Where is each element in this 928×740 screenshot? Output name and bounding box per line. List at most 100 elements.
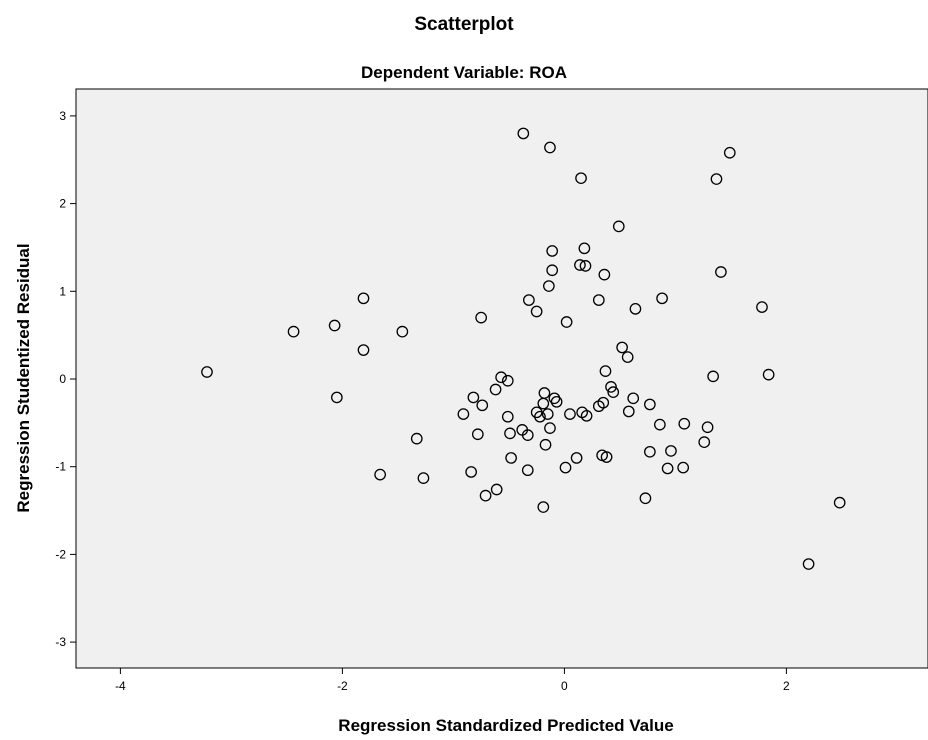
y-axis: -3 -2 -1 0 1 2 3 (55, 109, 76, 649)
data-point (698, 436, 711, 448)
data-point (544, 141, 556, 154)
chart-subtitle: Dependent Variable: ROA (361, 63, 567, 82)
data-point (644, 445, 656, 458)
data-point (328, 319, 341, 332)
data-point (546, 245, 559, 257)
data-point (677, 461, 690, 474)
chart-title: Scatterplot (414, 14, 514, 35)
y-tick-label: -2 (55, 547, 66, 561)
data-point (621, 351, 634, 363)
data-point (578, 242, 591, 255)
data-point (523, 294, 535, 306)
data-point (537, 397, 550, 410)
data-point (517, 127, 530, 140)
y-tick-label: 0 (59, 372, 66, 386)
data-point (544, 422, 556, 434)
data-point (600, 451, 613, 463)
data-point (201, 366, 213, 378)
data-point (537, 501, 550, 513)
x-axis-label: Regression Standardized Predicted Value (338, 716, 673, 735)
data-point (504, 427, 516, 440)
data-point (489, 383, 502, 396)
data-point (410, 432, 423, 445)
data-point (598, 268, 611, 281)
data-point (530, 305, 543, 318)
x-tick-label: -4 (115, 679, 126, 693)
data-point (457, 408, 470, 420)
x-tick-label: -2 (337, 679, 348, 693)
y-tick-label: 1 (59, 284, 66, 298)
data-point (707, 370, 719, 383)
data-point (559, 461, 572, 474)
data-point (605, 381, 617, 393)
data-point (560, 316, 573, 328)
data-point (417, 472, 430, 484)
data-point (287, 325, 300, 338)
data-points (201, 127, 846, 570)
data-point (678, 417, 691, 430)
x-tick-label: 0 (561, 679, 568, 693)
x-tick-label: 2 (783, 679, 790, 693)
y-tick-label: -1 (55, 460, 66, 474)
data-point (564, 408, 576, 420)
data-point (701, 421, 714, 434)
data-point (710, 173, 723, 185)
data-point (627, 392, 640, 405)
data-point (467, 391, 480, 404)
data-point (570, 452, 583, 464)
data-point (592, 294, 605, 306)
x-axis: -4 -2 0 2 (115, 668, 790, 693)
data-point (501, 374, 514, 387)
data-point (550, 395, 563, 408)
data-point (644, 398, 656, 411)
y-tick-label: 3 (59, 109, 66, 123)
data-point (479, 489, 492, 502)
data-point (802, 558, 815, 570)
data-point (541, 408, 554, 420)
y-axis-label: Regression Studentized Residual (14, 243, 33, 512)
data-point (490, 483, 503, 496)
data-point (357, 344, 370, 356)
plot-area (75, 88, 928, 669)
data-point (715, 266, 727, 278)
data-point (762, 368, 775, 381)
data-point (574, 259, 586, 271)
data-point (723, 146, 736, 159)
data-point (607, 386, 620, 399)
data-point (476, 399, 489, 412)
data-point (580, 409, 593, 422)
data-point (521, 429, 534, 441)
data-point (661, 462, 674, 475)
data-point (495, 371, 507, 384)
y-tick-label: -3 (55, 635, 66, 649)
data-point (374, 468, 386, 481)
data-point (612, 220, 625, 233)
data-point (521, 464, 534, 477)
data-point (505, 452, 517, 464)
data-point (579, 260, 592, 272)
data-point (622, 405, 635, 418)
data-point (471, 428, 484, 441)
y-tick-label: 2 (59, 197, 66, 211)
data-point (629, 302, 642, 315)
data-point (330, 391, 343, 404)
data-point (357, 292, 370, 305)
data-point (654, 418, 666, 431)
data-point (833, 496, 846, 509)
data-point (599, 365, 612, 377)
data-point (639, 492, 652, 505)
data-point (501, 410, 514, 423)
data-point (543, 280, 555, 292)
data-point (396, 325, 409, 338)
data-point (592, 400, 605, 413)
data-point (539, 438, 552, 451)
data-point (656, 292, 668, 305)
data-point (575, 172, 587, 185)
data-point (475, 311, 487, 324)
data-point (616, 341, 628, 354)
data-point (534, 410, 546, 423)
data-point (756, 301, 768, 313)
data-point (546, 264, 559, 277)
data-point (465, 466, 478, 478)
